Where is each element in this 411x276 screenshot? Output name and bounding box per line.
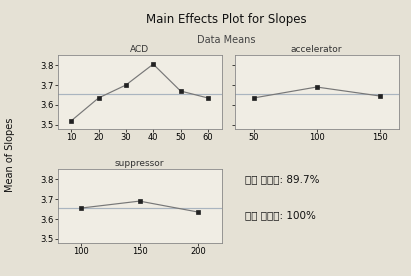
Title: accelerator: accelerator (291, 45, 342, 54)
Text: 최저 충전율: 89.7%: 최저 충전율: 89.7% (245, 174, 319, 184)
Title: suppressor: suppressor (115, 159, 164, 168)
Title: ACD: ACD (130, 45, 149, 54)
Text: Data Means: Data Means (197, 35, 255, 45)
Text: 최대 충전율: 100%: 최대 충전율: 100% (245, 210, 315, 220)
Text: Mean of Slopes: Mean of Slopes (5, 117, 15, 192)
Text: Main Effects Plot for Slopes: Main Effects Plot for Slopes (146, 13, 306, 26)
